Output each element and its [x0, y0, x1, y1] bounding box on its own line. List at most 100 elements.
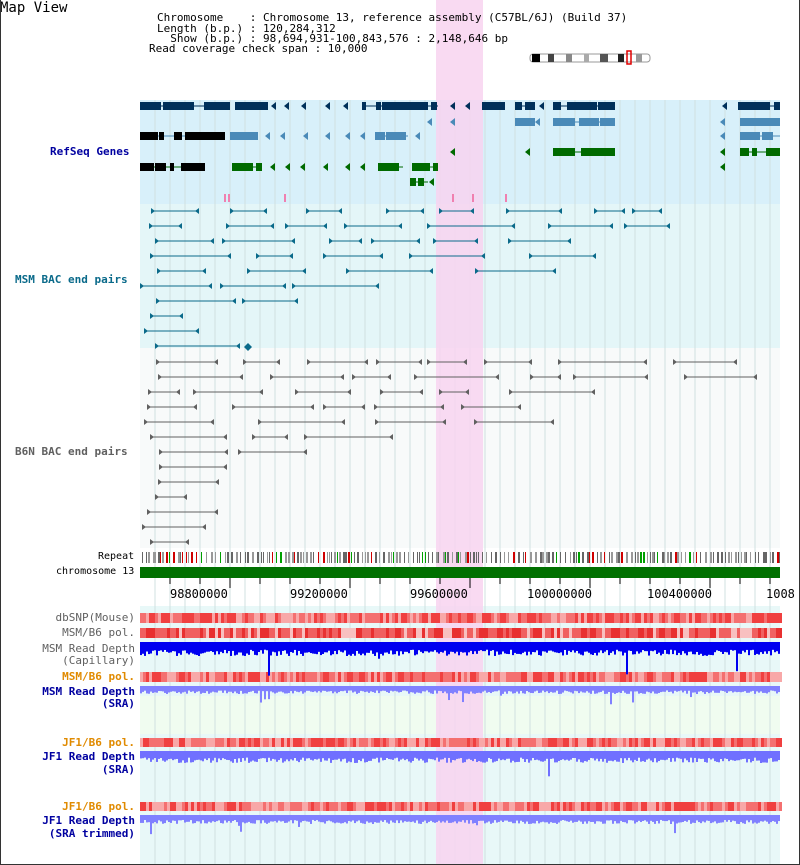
heat-cell [668, 738, 671, 747]
heat-cell [728, 613, 731, 623]
heat-cell [233, 802, 236, 811]
depth-bar [244, 686, 246, 694]
heat-cell [440, 802, 443, 811]
bac-end-marker [552, 268, 556, 274]
depth-bar [226, 815, 228, 823]
heat-cell [203, 802, 206, 811]
repeat-element [245, 552, 246, 563]
heat-cell [299, 672, 302, 682]
track-label-msm-bac[interactable]: MSM BAC end pairs [15, 273, 128, 286]
depth-bar [530, 686, 532, 693]
depth-bar [508, 751, 510, 759]
track-label-jf1-depth-trimmed[interactable]: JF1 Read Depth [42, 814, 135, 827]
heat-cell [185, 738, 188, 747]
depth-bar [280, 642, 282, 655]
heat-cell [704, 613, 707, 623]
depth-bar [214, 815, 216, 822]
depth-bar [242, 642, 244, 656]
repeat-element [399, 552, 401, 563]
depth-bar [446, 642, 448, 656]
track-label-dbsnp[interactable]: dbSNP(Mouse) [55, 611, 135, 624]
track-label-refseq[interactable]: RefSeq Genes [50, 145, 130, 158]
heat-cell [635, 672, 638, 682]
track-label-jf1-depth-sra[interactable]: JF1 Read Depth [42, 750, 135, 763]
heat-cell [467, 613, 470, 623]
depth-bar [630, 642, 632, 651]
repeat-element [504, 552, 505, 563]
heat-cell [512, 802, 515, 811]
heat-cell [224, 802, 227, 811]
heat-cell [287, 672, 290, 682]
depth-bar [560, 751, 562, 761]
heat-cell [662, 613, 665, 623]
depth-bar [144, 642, 146, 656]
depth-bar [176, 686, 178, 693]
depth-bar [278, 815, 280, 821]
depth-bar [256, 751, 258, 762]
depth-bar [594, 686, 596, 694]
heat-cell [662, 738, 665, 747]
depth-bar [648, 686, 650, 693]
heat-cell [539, 738, 542, 747]
track-label-b6n-bac[interactable]: B6N BAC end pairs [15, 445, 128, 458]
track-label-msm-b6-pol-capillary[interactable]: MSM/B6 pol. [62, 626, 135, 639]
depth-bar [608, 686, 610, 693]
heat-cell [164, 628, 167, 638]
heat-cell [305, 613, 308, 623]
heat-cell [587, 628, 590, 638]
depth-bar [168, 686, 170, 693]
depth-bar [524, 815, 526, 824]
track-label-msm-depth-sra[interactable]: MSM Read Depth [42, 685, 135, 698]
depth-bar [444, 815, 446, 823]
heat-cell [188, 613, 191, 623]
gene-strand-arrow [303, 132, 308, 140]
depth-bar [280, 751, 282, 759]
depth-bar [704, 815, 706, 823]
heat-cell [533, 802, 536, 811]
depth-bar [456, 815, 458, 824]
track-label-chromosome[interactable]: chromosome 13 [56, 566, 135, 577]
depth-bar [504, 815, 506, 821]
bac-end-marker [427, 359, 431, 365]
heat-cell [143, 738, 146, 747]
depth-bar [656, 815, 658, 822]
axis-tick-label-1: 98800000 [170, 587, 228, 601]
depth-bar [496, 686, 498, 692]
gene-strand-arrow [343, 102, 348, 110]
heat-cell [197, 802, 200, 811]
heat-cell [419, 738, 422, 747]
bac-end-marker [387, 374, 391, 380]
depth-bar [702, 751, 704, 759]
depth-bar [674, 686, 676, 691]
depth-bar [750, 642, 752, 651]
track-label-repeat[interactable]: Repeat [98, 551, 135, 562]
track-label-msm-depth-capillary[interactable]: MSM Read Depth [42, 642, 135, 655]
track-label-msm-b6-pol-sra[interactable]: MSM/B6 pol. [62, 670, 135, 683]
depth-bar [498, 815, 500, 822]
heat-cell [524, 628, 527, 638]
depth-bar [326, 751, 328, 761]
track-label-jf1-b6-pol-sra[interactable]: JF1/B6 pol. [62, 736, 135, 749]
bac-end-marker [352, 374, 356, 380]
depth-bar [666, 642, 668, 654]
gene-exon [576, 102, 593, 110]
depth-bar [730, 642, 732, 650]
depth-bar [740, 751, 742, 760]
heat-cell [452, 802, 455, 811]
heat-cell [470, 628, 473, 638]
track-label-jf1-b6-pol-trimmed[interactable]: JF1/B6 pol. [62, 800, 135, 813]
heat-cell [485, 628, 488, 638]
depth-bar [592, 751, 594, 759]
depth-bar [394, 642, 396, 655]
depth-bar [206, 751, 208, 761]
depth-bar [618, 751, 620, 762]
depth-bar [400, 686, 402, 693]
depth-bar [622, 686, 624, 691]
heat-cell [368, 613, 371, 623]
heat-cell [290, 672, 293, 682]
repeat-element [269, 552, 270, 563]
bac-end-marker [224, 449, 228, 455]
bac-end-marker [323, 404, 327, 410]
depth-bar [562, 686, 564, 693]
